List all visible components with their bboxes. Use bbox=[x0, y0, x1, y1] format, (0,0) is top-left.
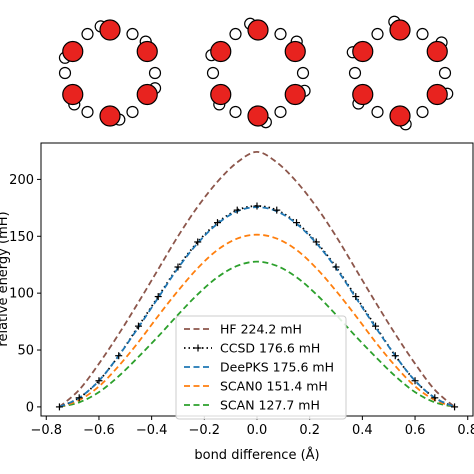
y-tick-label: 200 bbox=[9, 173, 34, 188]
hydrogen-atom bbox=[229, 27, 242, 41]
x-axis-ticks: −0.8 −0.6 −0.4 −0.2 0.0 0.2 0.4 0.6 0.8 bbox=[30, 416, 474, 438]
ccsd-point bbox=[451, 403, 459, 411]
oxygen-atom bbox=[136, 83, 158, 106]
ccsd-point bbox=[75, 394, 83, 402]
x-tick-label: −0.8 bbox=[30, 423, 62, 438]
hydrogen-atom bbox=[126, 27, 139, 41]
x-tick-label: 0.4 bbox=[352, 423, 373, 438]
x-tick-label: 0.8 bbox=[457, 423, 474, 438]
oxygen-atom bbox=[136, 40, 158, 63]
y-axis-ticks: 0 50 100 150 200 bbox=[9, 173, 41, 415]
hydrogen-atom bbox=[371, 105, 384, 119]
legend-entry-scan: SCAN 127.7 mH bbox=[184, 398, 320, 413]
oxygen-atom bbox=[352, 83, 374, 106]
legend-label: SCAN 127.7 mH bbox=[220, 398, 320, 413]
oxygen-atom bbox=[284, 40, 306, 63]
oxygen-atom bbox=[426, 83, 448, 106]
oxygen-atom bbox=[389, 19, 411, 41]
oxygen-atom bbox=[99, 105, 121, 127]
ccsd-point bbox=[154, 293, 162, 301]
oxygen-atom bbox=[210, 40, 232, 63]
x-tick-label: 0.0 bbox=[247, 423, 268, 438]
hydrogen-atom bbox=[81, 105, 94, 119]
ccsd-point bbox=[273, 206, 281, 214]
ccsd-point bbox=[194, 238, 202, 246]
y-tick-label: 150 bbox=[9, 230, 34, 245]
oxygen-atom bbox=[247, 19, 269, 41]
ccsd-point bbox=[253, 202, 261, 210]
legend-entry-deepks: DeePKS 175.6 mH bbox=[184, 360, 334, 375]
ccsd-point bbox=[411, 377, 419, 385]
ccsd-point bbox=[233, 206, 241, 214]
legend: HF 224.2 mH CCSD 176.6 mH DeePKS 175.6 mH S… bbox=[175, 315, 347, 420]
ccsd-point bbox=[391, 352, 399, 360]
ccsd-point bbox=[213, 219, 221, 227]
ccsd-point bbox=[115, 352, 123, 360]
x-tick-label: 0.2 bbox=[299, 423, 320, 438]
water-hexamer bbox=[205, 17, 311, 129]
y-tick-label: 0 bbox=[26, 400, 34, 415]
hydrogen-atom bbox=[126, 105, 139, 119]
legend-label: DeePKS 175.6 mH bbox=[220, 360, 334, 375]
x-axis-label: bond difference (Å) bbox=[194, 447, 319, 463]
ccsd-point bbox=[95, 377, 103, 385]
hydrogen-atom bbox=[81, 27, 94, 41]
hydrogen-atom bbox=[438, 66, 452, 80]
hydrogen-atom bbox=[274, 27, 287, 41]
oxygen-atom bbox=[389, 105, 411, 127]
water-hexamer bbox=[346, 15, 454, 131]
ccsd-point bbox=[372, 322, 380, 330]
x-tick-label: −0.6 bbox=[83, 423, 115, 438]
hydrogen-atom bbox=[229, 105, 242, 119]
legend-entry-ccsd: CCSD 176.6 mH bbox=[184, 341, 320, 356]
oxygen-atom bbox=[99, 19, 121, 41]
x-tick-label: 0.6 bbox=[405, 423, 426, 438]
legend-label: HF 224.2 mH bbox=[220, 322, 302, 337]
oxygen-atom bbox=[210, 83, 232, 106]
ccsd-point bbox=[293, 219, 301, 227]
ccsd-point bbox=[134, 322, 142, 330]
ccsd-point bbox=[55, 403, 63, 411]
oxygen-atom bbox=[426, 40, 448, 63]
hydrogen-atom bbox=[206, 66, 220, 80]
oxygen-atom bbox=[247, 105, 269, 127]
series-line-scan bbox=[59, 260, 455, 408]
oxygen-atom bbox=[62, 40, 84, 63]
y-axis-label: relative energy (mH) bbox=[0, 211, 11, 346]
series-line-scan0 bbox=[59, 233, 455, 408]
series-line-hf bbox=[58, 150, 456, 408]
ccsd-point bbox=[174, 263, 182, 271]
legend-entry-hf: HF 224.2 mH bbox=[184, 322, 302, 337]
hydrogen-atom bbox=[416, 27, 429, 41]
legend-box bbox=[175, 315, 347, 420]
x-tick-label: −0.2 bbox=[189, 423, 221, 438]
ccsd-point bbox=[332, 263, 340, 271]
energy-profile-chart: 0 50 100 150 200 −0.8 −0.6 −0.4 −0.2 0.0 0.2 0.4 0.… bbox=[0, 142, 474, 463]
hydrogen-atom bbox=[274, 105, 287, 119]
ccsd-point bbox=[352, 293, 360, 301]
legend-label: SCAN0 151.4 mH bbox=[220, 379, 328, 394]
legend-label: CCSD 176.6 mH bbox=[220, 341, 320, 356]
ccsd-point bbox=[431, 394, 439, 402]
legend-entry-scan0: SCAN0 151.4 mH bbox=[184, 379, 328, 394]
oxygen-atom bbox=[352, 40, 374, 63]
hydrogen-atom bbox=[348, 66, 362, 80]
hydrogen-atom bbox=[416, 105, 429, 119]
y-tick-label: 50 bbox=[17, 344, 34, 359]
water-hexamer bbox=[58, 19, 162, 127]
ccsd-markers bbox=[55, 202, 459, 411]
oxygen-atom bbox=[62, 83, 84, 106]
hydrogen-atom bbox=[58, 66, 72, 80]
hydrogen-atom bbox=[371, 27, 384, 41]
ccsd-point bbox=[312, 238, 320, 246]
hydrogen-atom bbox=[148, 66, 162, 80]
oxygen-atom bbox=[284, 83, 306, 106]
water-hexamer-structures bbox=[58, 15, 454, 131]
x-tick-label: −0.4 bbox=[136, 423, 168, 438]
hydrogen-atom bbox=[296, 66, 310, 80]
y-tick-label: 100 bbox=[9, 287, 34, 302]
